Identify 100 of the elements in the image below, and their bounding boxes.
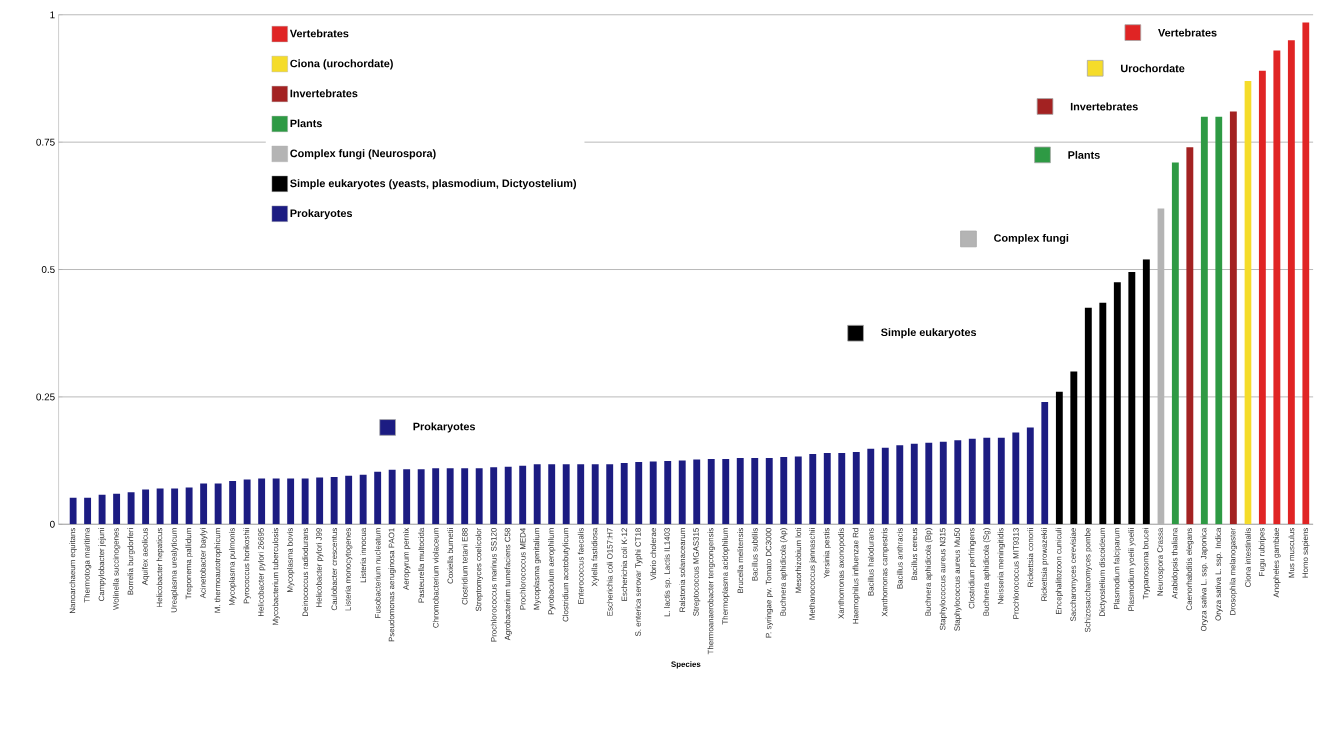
annotation: Invertebrates: [1070, 102, 1138, 111]
legend-label: Vertebrates: [289, 29, 349, 38]
bar: [98, 494, 106, 525]
bar: [794, 456, 802, 525]
bar: [983, 437, 991, 525]
bar: [678, 460, 686, 525]
bar: [388, 469, 396, 525]
bar: [461, 468, 469, 525]
bar: [548, 464, 556, 525]
bar: [620, 463, 628, 525]
annotation: Complex fungi: [994, 233, 1069, 244]
bar: [214, 483, 222, 525]
annotation: Vertebrates: [1158, 28, 1217, 37]
legend-label: Invertebrates: [290, 89, 358, 98]
bar: [142, 489, 150, 525]
bar: [649, 461, 657, 525]
bar: [1302, 22, 1310, 525]
bar: [1200, 116, 1208, 525]
bar: [490, 467, 498, 525]
bar: [127, 492, 135, 525]
bar: [519, 465, 527, 525]
annotation: Prokaryotes: [413, 422, 475, 433]
bar: [200, 483, 208, 525]
bar: [751, 457, 759, 525]
y-tick-label: 1: [50, 11, 55, 19]
bar: [330, 476, 338, 525]
y-tick-label: 0.75: [36, 138, 55, 146]
bar: [591, 464, 599, 525]
bar: [1186, 147, 1194, 525]
bar: [359, 474, 367, 525]
y-tick-label: 0.5: [41, 265, 55, 273]
bar: [258, 478, 266, 525]
annotation: Urochordate: [1121, 64, 1185, 73]
bar: [1026, 427, 1034, 525]
bar: [635, 462, 643, 525]
bar: [809, 453, 817, 525]
annotation: Plants: [1068, 150, 1100, 159]
bar: [374, 471, 382, 525]
y-tick-label: 0.25: [36, 393, 55, 401]
bar: [1099, 302, 1107, 525]
legend-label: Simple eukaryotes (yeasts, plasmodium, Dictyostelium): [290, 179, 577, 190]
bar: [475, 468, 483, 525]
bar: [780, 456, 788, 525]
bar: [925, 442, 933, 525]
bar: [852, 451, 860, 525]
bar: [345, 475, 353, 525]
bar: [664, 461, 672, 525]
bar: [301, 478, 309, 525]
bar: [765, 457, 773, 525]
bar: [272, 478, 280, 525]
bar: [968, 438, 976, 525]
bar: [432, 468, 440, 525]
bar: [838, 452, 846, 525]
bar: [1128, 272, 1136, 525]
bar: [1142, 259, 1150, 525]
bar: [446, 468, 454, 525]
bar: [504, 466, 512, 525]
bar: [577, 464, 585, 525]
bar: [533, 464, 541, 525]
bar: [1113, 282, 1121, 525]
bar: [910, 443, 918, 525]
bar: [722, 459, 730, 525]
bar: [954, 440, 962, 525]
bar: [1070, 371, 1078, 525]
bar: [1258, 70, 1266, 525]
legend-label: Plants: [290, 119, 322, 128]
bar: [1171, 162, 1179, 525]
bar: [1287, 40, 1295, 525]
bar: [84, 497, 92, 525]
bar: [113, 493, 121, 525]
bar: [693, 459, 701, 525]
bar: [881, 447, 889, 525]
bar: [997, 437, 1005, 525]
bar: [606, 464, 614, 525]
bar: [287, 478, 295, 525]
bar: [1055, 391, 1063, 525]
bar: [1229, 111, 1237, 525]
bar: [316, 477, 324, 525]
bar: [939, 441, 947, 525]
bar: [707, 459, 715, 525]
annotation: Simple eukaryotes: [881, 328, 977, 339]
bar: [1273, 50, 1281, 525]
bar: [1215, 116, 1223, 525]
bar: [229, 480, 237, 525]
bar: [867, 448, 875, 525]
bar: [185, 487, 193, 525]
bar: [243, 479, 251, 525]
bar: [562, 464, 570, 525]
bar: [823, 452, 831, 525]
bar: [1012, 432, 1020, 525]
y-tick-label: 0: [50, 520, 55, 528]
bar: [69, 497, 77, 525]
bar: [417, 469, 425, 525]
bar: [736, 457, 744, 525]
bar: [171, 488, 179, 525]
legend-label: Ciona (urochordate): [290, 59, 393, 70]
bar: [1041, 401, 1049, 525]
bar: [403, 469, 411, 525]
bar: [156, 488, 164, 525]
legend-label: Prokaryotes: [290, 209, 353, 220]
